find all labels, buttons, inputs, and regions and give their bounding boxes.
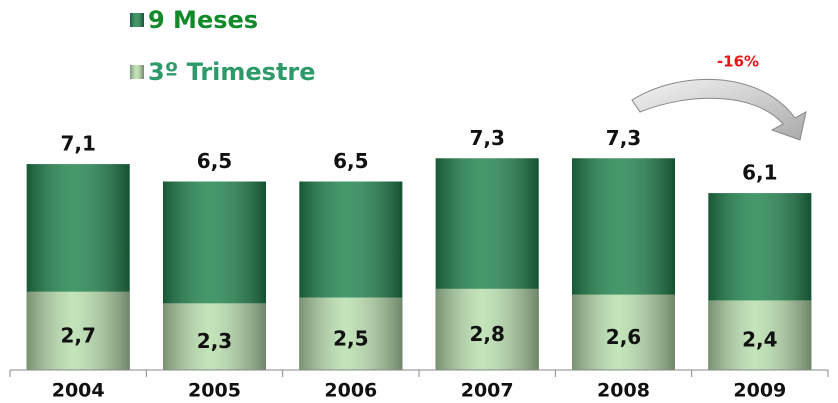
legend-label: 9 Meses [148, 6, 258, 34]
value-label: 2,6 [606, 325, 641, 349]
value-label: 2,4 [742, 328, 777, 352]
bar-shade [299, 297, 403, 370]
x-tick-label: 2009 [733, 380, 786, 402]
value-label: 2,7 [60, 323, 95, 347]
value-label: 6,5 [333, 149, 368, 173]
bar-shade [572, 294, 675, 370]
bar-shade [435, 288, 539, 370]
trend-arrow [631, 78, 807, 141]
bar-shade [708, 300, 812, 370]
value-label: 7,3 [469, 126, 504, 150]
legend-swatch-shade [130, 13, 144, 27]
value-label: 7,3 [606, 126, 641, 150]
x-tick-label: 2006 [324, 380, 377, 402]
value-label: 2,3 [197, 329, 232, 353]
x-tick-label: 2007 [461, 380, 514, 402]
legend-label: 3º Trimestre [148, 58, 316, 86]
bar-shade [163, 303, 266, 370]
bar-shade [26, 291, 130, 370]
value-label: 2,5 [333, 326, 368, 350]
value-label: 2,8 [469, 322, 504, 346]
value-label: 6,1 [742, 161, 777, 185]
annotation: -16% [717, 53, 759, 71]
x-tick-label: 2008 [597, 380, 650, 402]
value-label: 7,1 [60, 132, 95, 156]
value-label: 6,5 [197, 149, 232, 173]
x-tick-label: 2004 [52, 380, 105, 402]
legend-swatch-shade [130, 65, 144, 79]
x-tick-label: 2005 [188, 380, 241, 402]
